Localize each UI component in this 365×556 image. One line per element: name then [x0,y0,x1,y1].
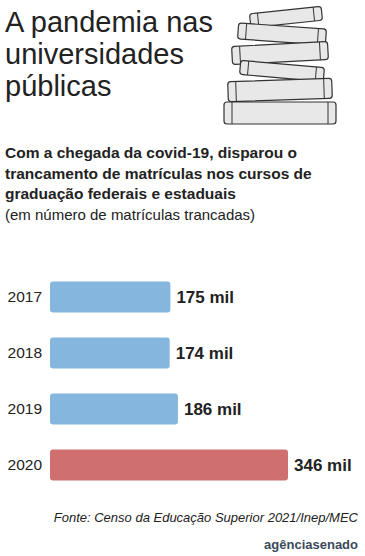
bar [50,450,288,481]
data-label: 174 mil [176,344,234,363]
data-labels: 175 mil 174 mil 186 mil 346 mil [176,288,352,475]
tick-label: 2017 [8,288,42,305]
data-label: 346 mil [294,456,352,475]
tick: 2020 [8,456,43,473]
book-spine [248,61,249,75]
bar [50,338,170,369]
bar [50,394,178,425]
tick-label: 2020 [8,456,43,473]
tick: 2017 [8,288,42,305]
tick-label: 2018 [8,344,42,361]
tick-label: 2019 [8,400,42,417]
text-line: Com a chegada da covid-19, disparou o [5,144,297,161]
book-spine [246,24,247,40]
chart: A pandemia nasuniversidadespúblicas Com a… [0,0,365,556]
book [224,102,336,124]
book-spine [323,78,325,98]
logo: agênciasenado [264,537,358,552]
subtitle: Com a chegada da covid-19, disparou o tra… [5,144,312,202]
text-line: graduação federais e estaduais [5,185,236,202]
bars [50,282,288,481]
y-axis: 2017 2018 2019 2020 [8,288,43,473]
data-label: 186 mil [184,400,242,419]
text-line: públicas [5,70,111,102]
book-spine [328,102,329,124]
book-spine [235,82,237,102]
book-cover [224,102,336,124]
text-line: A pandemia nas [5,6,213,38]
book-spine [232,102,233,124]
tick: 2019 [8,400,42,417]
bar [50,282,170,313]
text-line: universidades [5,38,184,70]
books-illustration [224,6,336,124]
source: Fonte: Censo da Educação Superior 2021/I… [54,510,359,525]
book-spine [319,42,321,60]
text-line: trancamento de matrículas nos cursos de [5,165,312,182]
data-label: 175 mil [176,288,234,307]
note: (em número de matrículas trancadas) [5,206,255,223]
book-spine [313,7,314,21]
book [228,78,333,102]
tick: 2018 [8,344,42,361]
title: A pandemia nasuniversidadespúblicas [5,6,213,102]
book-cover [228,78,333,102]
